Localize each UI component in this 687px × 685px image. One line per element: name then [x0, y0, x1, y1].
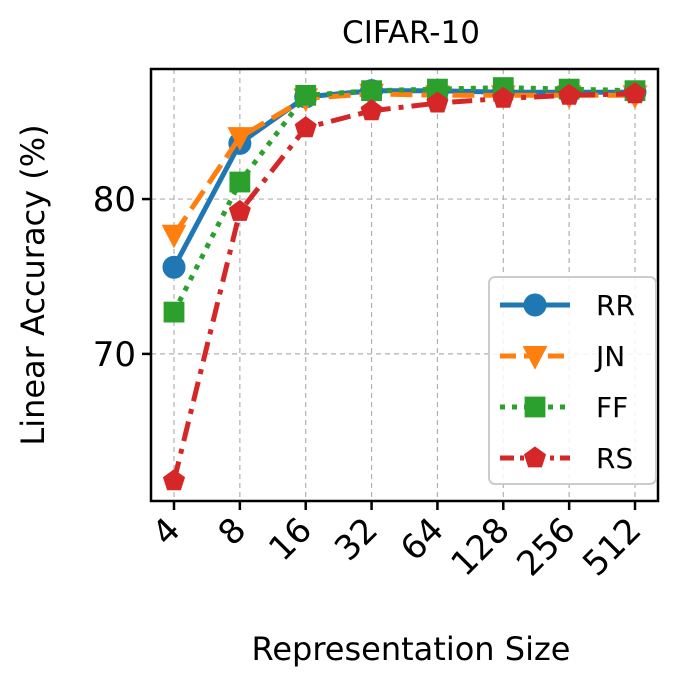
data-point — [227, 127, 253, 151]
data-point — [294, 116, 317, 138]
data-point — [161, 224, 187, 249]
data-point — [228, 199, 251, 221]
data-point — [426, 91, 449, 113]
legend-item-rr: RR — [500, 289, 635, 322]
data-point — [163, 301, 185, 323]
y-axis-label: Linear Accuracy (%) — [14, 124, 52, 445]
x-tick-label: 128 — [443, 510, 517, 584]
series-rs — [162, 82, 647, 491]
legend-item-rs: RS — [500, 442, 633, 475]
series-line — [171, 91, 636, 482]
series-line — [171, 85, 636, 314]
x-tick-label: 16 — [261, 510, 320, 569]
legend-marker — [523, 446, 547, 468]
x-tick-label: 8 — [211, 510, 255, 554]
data-point — [361, 80, 382, 102]
x-axis-label: Representation Size — [252, 630, 571, 668]
legend-item-jn: JN — [500, 340, 625, 373]
legend-marker — [524, 396, 546, 418]
legend-item-ff: FF — [500, 391, 628, 424]
legend-box — [488, 276, 657, 485]
legend-marker — [523, 293, 547, 317]
data-point — [623, 82, 647, 104]
data-point — [360, 99, 383, 121]
x-tick-label: 4 — [145, 510, 189, 554]
x-tick-label: 32 — [327, 510, 386, 569]
y-tick-label: 70 — [93, 335, 136, 375]
x-tick-label: 256 — [509, 510, 583, 584]
legend-label: FF — [596, 391, 628, 424]
legend-label: RS — [596, 442, 633, 475]
data-point — [558, 83, 581, 105]
series-layer — [161, 77, 648, 491]
legend-marker — [522, 346, 548, 370]
legend: RR JN FF RS — [488, 276, 657, 485]
x-tick-label: 64 — [393, 510, 452, 569]
data-point — [162, 255, 186, 279]
data-point — [492, 86, 515, 108]
plot-area — [149, 67, 660, 503]
data-point — [162, 469, 186, 491]
data-point — [229, 171, 251, 193]
x-tick-label: 512 — [575, 510, 649, 584]
legend-label: RR — [596, 289, 635, 322]
series-line — [171, 91, 635, 237]
legend-label: JN — [594, 340, 625, 373]
data-point — [295, 84, 317, 106]
y-tick-label: 80 — [93, 180, 136, 220]
chart-title: CIFAR-10 — [342, 15, 480, 51]
